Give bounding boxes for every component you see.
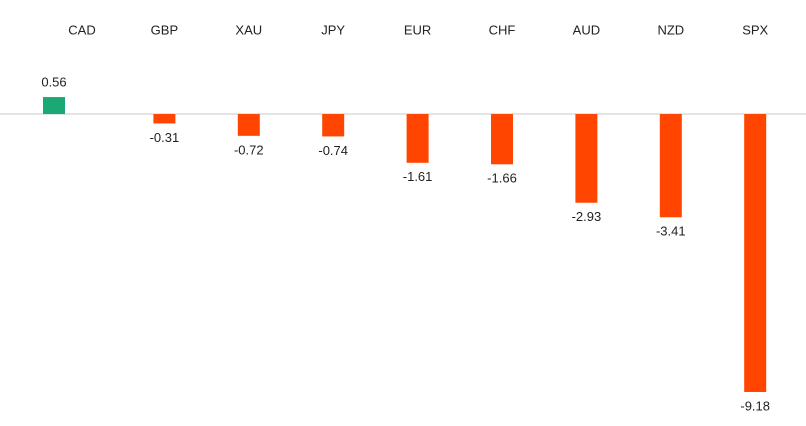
bar — [744, 114, 767, 392]
category-label: JPY — [321, 22, 345, 37]
bar — [43, 97, 65, 115]
bar — [153, 114, 176, 124]
value-label: -0.74 — [318, 143, 348, 158]
category-label: CAD — [68, 22, 95, 37]
value-label: -0.72 — [234, 142, 264, 157]
value-label: -0.31 — [150, 130, 180, 145]
bar — [491, 114, 513, 165]
category-label: NZD — [657, 22, 684, 37]
category-label: GBP — [151, 22, 178, 37]
value-label: 0.56 — [41, 75, 66, 90]
bar — [237, 114, 260, 136]
bar — [659, 114, 682, 218]
category-label: EUR — [404, 22, 431, 37]
category-label: SPX — [742, 22, 768, 37]
bar — [322, 114, 345, 137]
bar — [406, 114, 429, 163]
value-label: -1.61 — [403, 169, 433, 184]
value-label: -1.66 — [487, 171, 517, 186]
category-label: XAU — [235, 22, 262, 37]
value-label: -2.93 — [572, 209, 602, 224]
category-label: CHF — [489, 22, 516, 37]
category-label: AUD — [573, 22, 600, 37]
value-label: -9.18 — [740, 398, 770, 413]
value-label: -3.41 — [656, 224, 686, 239]
bar — [575, 114, 598, 203]
